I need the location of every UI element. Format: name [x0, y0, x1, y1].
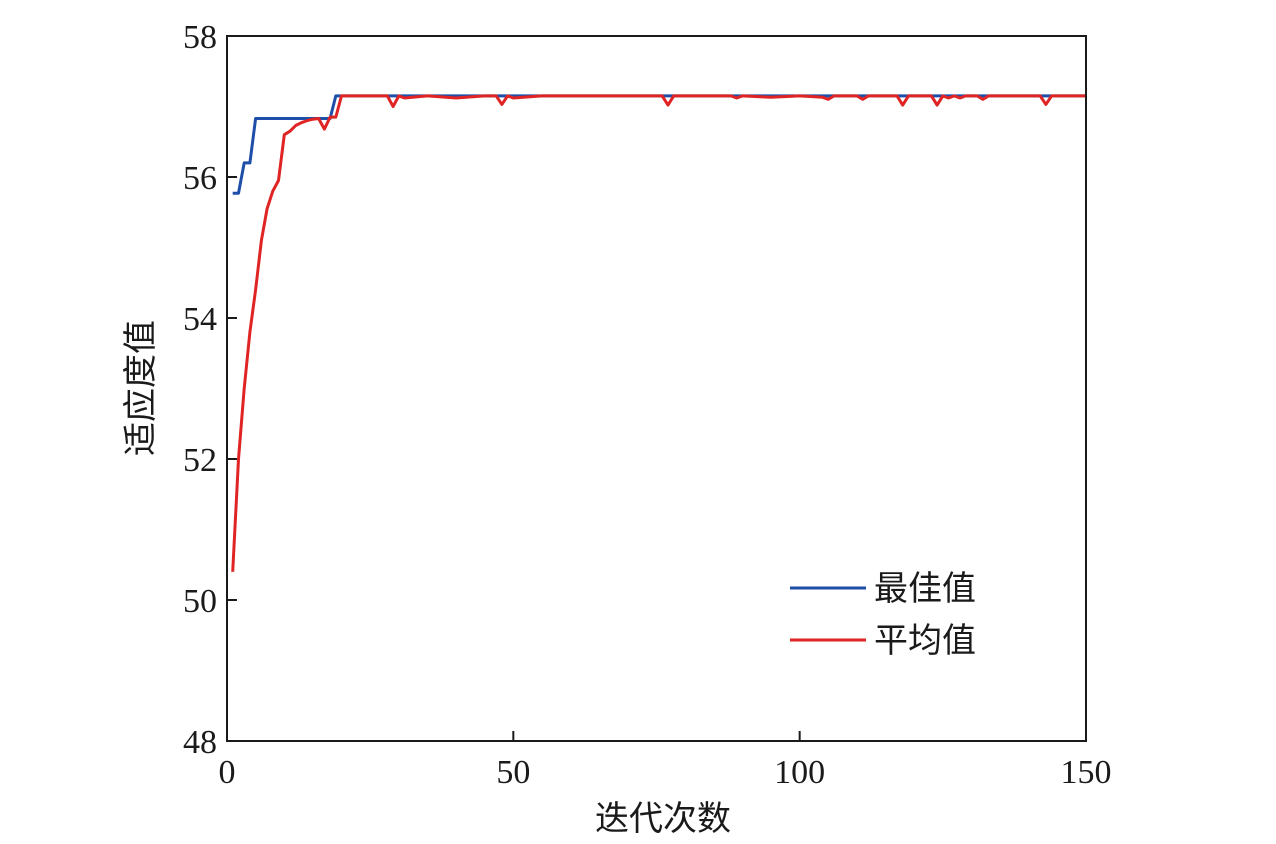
legend-label-1: 平均值 [874, 621, 976, 661]
x-tick-label: 0 [219, 754, 236, 791]
y-axis-label: 适应度值 [121, 320, 161, 456]
x-ticks: 0 50 100 150 [219, 731, 1112, 791]
series-layer [231, 94, 1086, 572]
series-line-0 [232, 94, 1086, 195]
y-tick-label: 54 [183, 301, 217, 338]
legend-label-0: 最佳值 [874, 569, 976, 609]
x-tick-label: 100 [774, 754, 825, 791]
x-tick-label: 50 [496, 754, 530, 791]
plot-frame [226, 35, 1087, 742]
series-line-1 [231, 94, 1086, 572]
x-axis-label: 迭代次数 [595, 799, 731, 839]
y-tick-label: 56 [183, 160, 217, 197]
y-ticks: 48 50 52 54 56 58 [183, 19, 237, 761]
y-tick-label: 58 [183, 19, 217, 56]
y-tick-label: 50 [183, 583, 217, 620]
x-tick-label: 150 [1061, 754, 1112, 791]
y-tick-label: 52 [183, 442, 217, 479]
y-tick-label: 48 [183, 724, 217, 761]
